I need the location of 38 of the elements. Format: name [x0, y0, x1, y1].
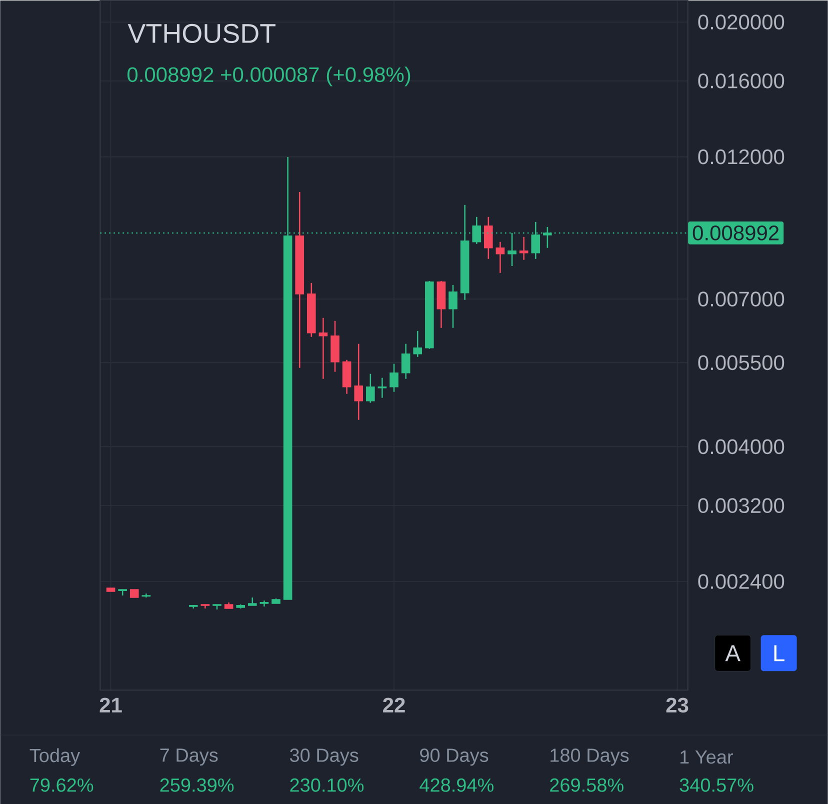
- candlestick: [354, 343, 364, 420]
- text: 259.39%: [160, 778, 234, 792]
- candlestick: [496, 241, 505, 274]
- text: L: [774, 645, 784, 662]
- y-tick-label: 0.003200: [698, 498, 784, 513]
- text: 180 Days: [550, 748, 629, 766]
- text: 79.62%: [30, 778, 94, 792]
- text: 90 Days: [420, 748, 488, 766]
- candlestick: [519, 236, 528, 260]
- y-tick-label: 0.012000: [698, 149, 784, 164]
- text: VTHOUSDT: [128, 24, 276, 43]
- text: 340.57%: [680, 778, 754, 792]
- candlestick: [366, 373, 375, 404]
- text: A: [725, 645, 740, 662]
- x-tick-label: 22: [383, 698, 405, 712]
- candlestick: [390, 363, 398, 392]
- ref-line-label: 0.008992: [692, 225, 779, 240]
- candlestick: [318, 317, 328, 380]
- text: 1 Year: [680, 750, 733, 764]
- y-tick-label: 0.020000: [698, 14, 784, 30]
- candlestick: [401, 343, 410, 380]
- x-tick-label: 21: [100, 698, 122, 712]
- text: 7 Days: [160, 748, 218, 766]
- text: 269.58%: [550, 778, 624, 792]
- y-tick-label: 0.004000: [698, 439, 784, 454]
- y-tick-label: 0.005500: [698, 355, 784, 370]
- text: Today: [30, 748, 80, 766]
- candlestick: [413, 330, 422, 358]
- text: 230.10%: [290, 778, 364, 792]
- text: 0.008992 +0.000087 (+0.98%): [127, 66, 410, 86]
- text: 30 Days: [290, 748, 358, 766]
- y-tick-label: 0.016000: [698, 73, 784, 88]
- candlestick: [448, 284, 458, 329]
- text: 428.94%: [420, 778, 494, 792]
- y-tick-label: 0.002400: [698, 574, 784, 589]
- candlestick: [484, 216, 493, 260]
- y-tick-label: 0.007000: [698, 292, 784, 306]
- x-tick-label: 23: [666, 698, 688, 713]
